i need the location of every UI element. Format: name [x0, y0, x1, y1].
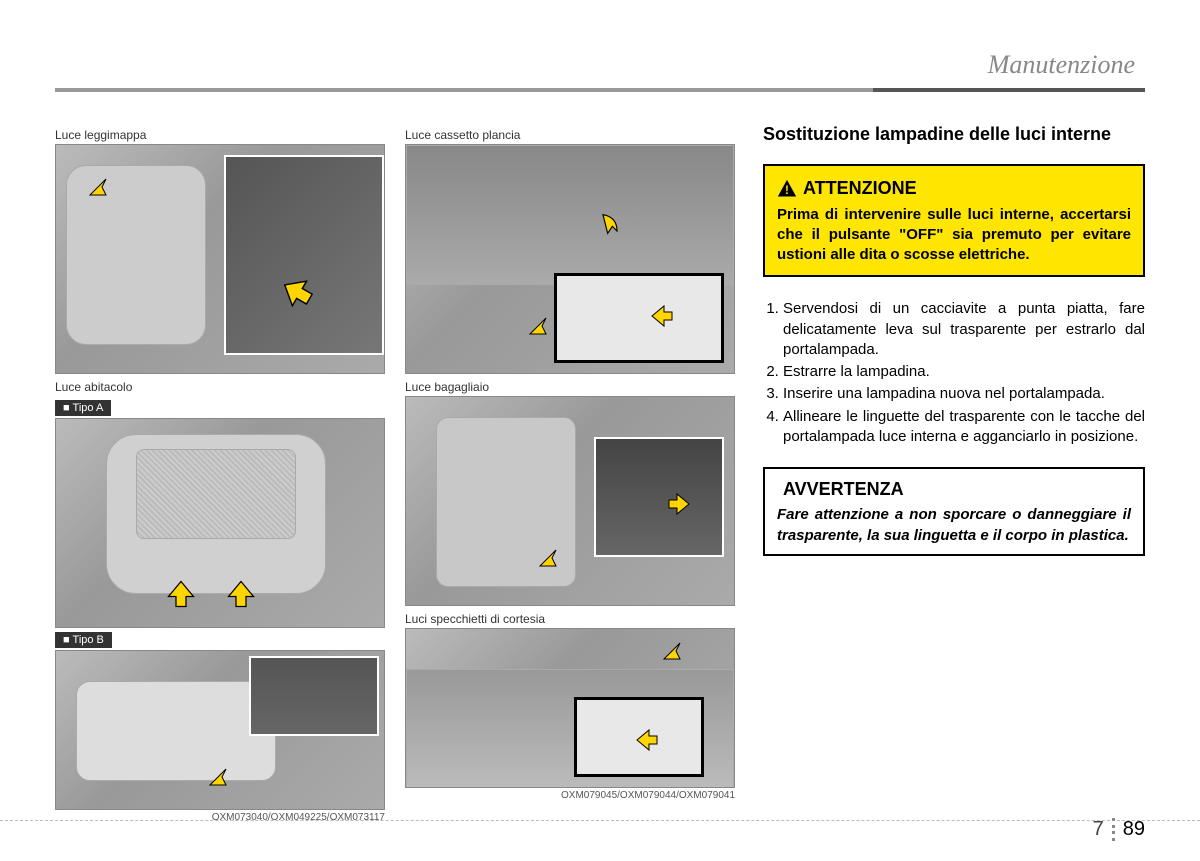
warning-box: ! AVVERTENZA Fare attenzione a non sporc… — [763, 467, 1145, 556]
chapter-number: 7 — [1093, 818, 1115, 841]
section-title: Sostituzione lampadine delle luci intern… — [763, 122, 1145, 146]
page-header: Manutenzione — [55, 50, 1145, 88]
fig-label-map-light: Luce leggimappa — [55, 128, 385, 142]
instruction-steps: Servendosi di un cacciavite a punta piat… — [763, 299, 1145, 447]
step-1: Servendosi di un cacciavite a punta piat… — [783, 299, 1145, 360]
fig-label-glovebox: Luce cassetto plancia — [405, 128, 735, 142]
figure-map-light — [55, 144, 385, 374]
step-2: Estrarre la lampadina. — [783, 362, 1145, 382]
caution-box: ! ATTENZIONE Prima di intervenire sulle … — [763, 164, 1145, 277]
svg-text:!: ! — [785, 184, 789, 197]
warning-heading: AVVERTENZA — [783, 477, 904, 501]
fig-label-vanity: Luci specchietti di cortesia — [405, 612, 735, 626]
figure-luggage-light — [405, 396, 735, 606]
warning-body: Fare attenzione a non sporcare o dannegg… — [777, 505, 1131, 546]
figure-code-col1: OXM073040/OXM049225/OXM073117 — [55, 812, 385, 823]
fig-label-room-light: Luce abitacolo — [55, 380, 385, 394]
step-3: Inserire una lampadina nuova nel portala… — [783, 384, 1145, 404]
step-4: Allineare le linguette del trasparente c… — [783, 407, 1145, 448]
page-footer: 7 89 — [1093, 818, 1145, 841]
sublabel-type-a: ■ Tipo A — [55, 400, 111, 416]
header-rule — [55, 88, 1145, 92]
caution-heading: ATTENZIONE — [803, 176, 917, 200]
sublabel-type-b: ■ Tipo B — [55, 632, 112, 648]
crop-margin — [0, 820, 1200, 821]
fig-label-luggage: Luce bagagliaio — [405, 380, 735, 394]
figure-room-light-b — [55, 650, 385, 810]
page-number: 89 — [1115, 818, 1145, 841]
figure-grid: Luce leggimappa Luce abitacolo ■ Tipo A — [55, 122, 735, 823]
figure-room-light-a — [55, 418, 385, 628]
figure-vanity-light — [405, 628, 735, 788]
figure-code-col2: OXM079045/OXM079044/OXM079041 — [405, 790, 735, 801]
warning-triangle-icon: ! — [777, 179, 797, 197]
caution-body: Prima di intervenire sulle luci interne,… — [777, 205, 1131, 266]
figure-glovebox-light — [405, 144, 735, 374]
